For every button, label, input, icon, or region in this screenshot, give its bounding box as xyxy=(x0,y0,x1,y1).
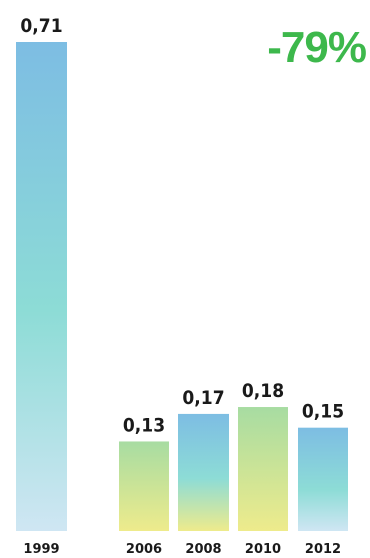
category-label-2008: 2008 xyxy=(185,542,221,557)
value-label-2006: 0,13 xyxy=(123,414,165,436)
value-label-2010: 0,18 xyxy=(242,380,284,402)
bar-2008 xyxy=(178,413,229,531)
category-label-1999: 1999 xyxy=(23,542,59,557)
value-label-2012: 0,15 xyxy=(302,401,344,423)
year-labels-group: 1999 2006 2008 2010 2012 xyxy=(23,542,341,557)
bar-1999 xyxy=(16,42,67,531)
value-labels-group: 0,71 0,13 0,17 0,18 0,15 xyxy=(20,15,344,436)
value-label-1999: 0,71 xyxy=(20,15,62,37)
bar-2010 xyxy=(238,407,288,531)
category-label-2010: 2010 xyxy=(245,542,281,557)
change-annotation: -79% xyxy=(267,23,366,72)
category-label-2012: 2012 xyxy=(305,542,341,557)
value-label-2008: 0,17 xyxy=(182,387,224,409)
bar-2012 xyxy=(298,427,348,531)
bar-2006 xyxy=(119,441,169,531)
category-label-2006: 2006 xyxy=(126,542,162,557)
bars-group xyxy=(16,42,348,531)
